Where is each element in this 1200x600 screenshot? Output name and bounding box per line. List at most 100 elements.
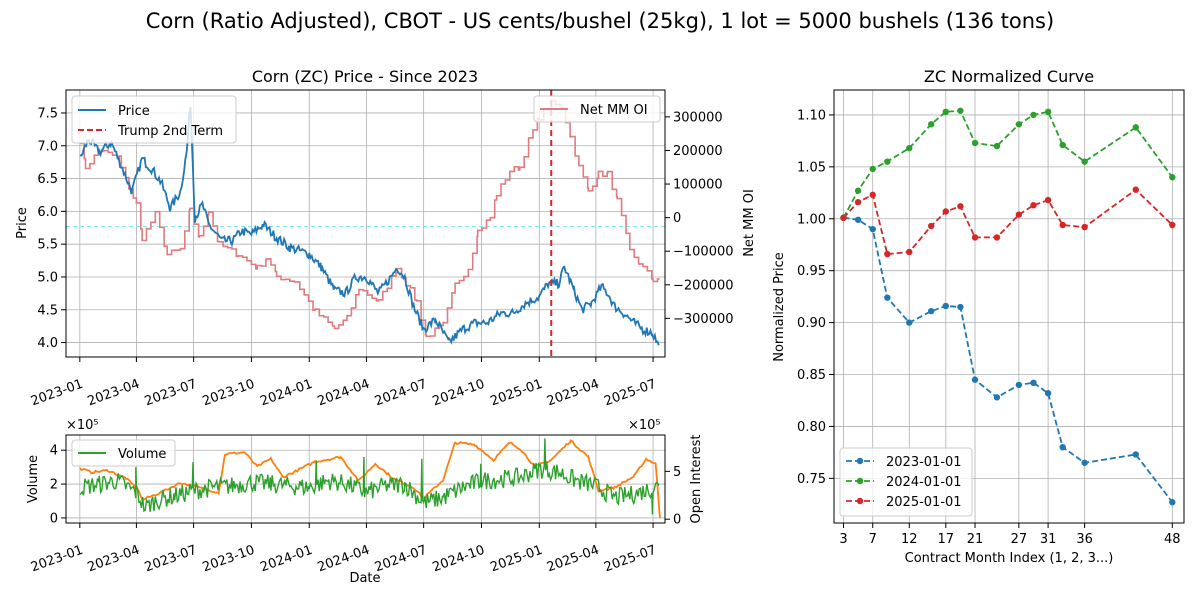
curve-point-2024-01-01 [1169, 174, 1176, 181]
price-chart: Corn (ZC) Price - Since 2023 2023-01 2023… [15, 67, 757, 409]
net-mm-y-tick-label: 300000 [673, 110, 723, 125]
price-x-tick-label: 2025-04 [545, 377, 601, 410]
price-x-ticks: 2023-01 2023-04 2023-07 2023-10 2024-01 2024-… [29, 357, 658, 409]
price-x-tick-label: 2025-01 [488, 377, 544, 410]
volume-axes-frame [65, 434, 666, 524]
price-x-tick-label: 2023-07 [143, 377, 199, 410]
legend-volume-label: Volume [118, 447, 166, 462]
price-x-tick-label: 2024-07 [373, 377, 429, 410]
curve-legend-entries: 2023-01-01 2024-01-01 2025-01-01 [846, 455, 962, 510]
net-mm-y-tick-label: −200000 [673, 278, 734, 293]
volume-x-tick-label: 2025-01 [488, 543, 544, 576]
legend-trump-label: Trump 2nd Term [117, 124, 223, 139]
curve-point-2023-01-01 [906, 319, 913, 326]
volume-y-tick-label: 4 [50, 444, 58, 459]
curve-point-2025-01-01 [884, 250, 891, 258]
curve-point-2024-01-01 [971, 139, 979, 147]
open-interest-multiplier: ×10⁵ [628, 418, 661, 433]
curve-legend-label: 2025-01-01 [886, 495, 962, 510]
curve-point-2025-01-01 [1044, 196, 1052, 204]
curve-point-2023-01-01 [1059, 443, 1066, 451]
volume-x-ticks: 2023-01 2023-04 2023-07 2023-10 2024-01 2024-… [29, 523, 658, 575]
figure-title: Corn (Ratio Adjusted), CBOT - US cents/b… [146, 9, 1054, 33]
curve-xlabel: Contract Month Index (1, 2, 3...) [905, 551, 1114, 566]
volume-multiplier: ×10⁵ [66, 418, 99, 433]
curve-point-2025-01-01 [1030, 202, 1037, 209]
price-x-tick-label: 2024-10 [431, 377, 487, 410]
curve-point-2024-01-01 [1015, 121, 1023, 128]
volume-x-tick-label: 2023-07 [143, 543, 199, 576]
curve-point-2024-01-01 [1059, 141, 1066, 149]
curve-point-2024-01-01 [993, 142, 1001, 150]
volume-xlabel: Date [349, 571, 380, 586]
curve-chart: ZC Normalized Curve 3 7 12 17 21 27 31 36 48 0.7… [772, 67, 1185, 566]
net-mm-y-tick-label: 100000 [673, 178, 723, 193]
curve-point-2024-01-01 [869, 165, 876, 173]
curve-point-2023-01-01 [1044, 390, 1052, 397]
curve-point-2025-01-01 [1169, 221, 1176, 229]
curve-point-2025-01-01 [971, 234, 979, 241]
curve-point-2023-01-01 [854, 216, 862, 223]
price-y-tick-label: 7.5 [37, 106, 58, 121]
price-y-tick-label: 6.0 [37, 205, 58, 220]
curve-y-tick-label: 0.75 [797, 472, 826, 487]
price-x-tick-label: 2024-04 [316, 377, 372, 410]
curve-x-tick-label: 48 [1164, 532, 1181, 547]
curve-point-2024-01-01 [884, 158, 891, 165]
curve-point-2025-01-01 [840, 214, 847, 221]
net-mm-legend: Net MM OI [533, 95, 661, 123]
curve-point-2023-01-01 [1030, 379, 1037, 387]
curve-axes-frame [833, 89, 1185, 524]
net-mm-ylabel: Net MM OI [742, 189, 757, 257]
curve-point-2025-01-01 [993, 234, 1001, 241]
curve-line-2024-01-01 [842, 109, 1174, 219]
curve-point-2024-01-01 [1132, 124, 1139, 131]
curve-legend-box [839, 447, 973, 517]
volume-y-tick-label: 2 [50, 478, 58, 493]
volume-ylabel: Volume [26, 455, 41, 503]
volume-x-tick-label: 2024-10 [431, 543, 487, 576]
curve-y-tick-label: 0.90 [797, 316, 826, 331]
curve-x-ticks: 3 7 12 17 21 27 31 36 48 [839, 523, 1181, 547]
net-mm-legend-box [533, 95, 661, 123]
curve-point-2025-01-01 [927, 222, 935, 230]
net-mm-y-tick-label: 200000 [673, 144, 723, 159]
curve-point-2025-01-01 [957, 203, 964, 210]
curve-point-2025-01-01 [1132, 186, 1139, 193]
curve-x-tick-label: 36 [1076, 532, 1093, 547]
net-mm-y-tick-label: 0 [673, 211, 681, 226]
curve-point-2024-01-01 [942, 108, 949, 116]
curve-legend-marker [856, 477, 864, 485]
curve-point-2023-01-01 [971, 376, 979, 383]
price-y-tick-label: 4.0 [37, 336, 58, 351]
price-ylabel: Price [15, 207, 30, 239]
price-x-tick-label: 2023-04 [86, 377, 142, 410]
volume-legend-box [71, 439, 176, 467]
open-interest-y-tick-label: 5 [673, 465, 681, 480]
curve-line-2025-01-01 [842, 188, 1173, 256]
curve-y-tick-label: 0.95 [797, 264, 826, 279]
legend-net-mm-label: Net MM OI [580, 103, 648, 118]
curve-x-tick-label: 27 [1011, 532, 1028, 547]
curve-x-tick-label: 21 [967, 532, 984, 547]
open-interest-ylabel: Open Interest [689, 435, 704, 524]
curve-point-2025-01-01 [906, 248, 913, 256]
curve-y-tick-label: 1.05 [797, 160, 826, 175]
price-line [79, 106, 660, 346]
curve-legend: 2023-01-01 2024-01-01 2025-01-01 [839, 447, 973, 517]
volume-x-tick-label: 2023-10 [201, 543, 257, 576]
price-legend-box [71, 95, 237, 144]
open-interest-line [79, 439, 661, 519]
curve-x-tick-label: 17 [938, 532, 955, 547]
curve-y-ticks: 0.75 0.80 0.85 0.90 0.95 1.00 1.05 1.10 [797, 108, 834, 487]
price-y-tick-label: 6.5 [37, 172, 58, 187]
volume-y-tick-label: 0 [50, 511, 58, 526]
curve-point-2023-01-01 [1169, 499, 1176, 506]
curve-point-2025-01-01 [1015, 211, 1023, 218]
curve-point-2025-01-01 [942, 208, 949, 215]
price-y-tick-label: 4.5 [37, 303, 58, 318]
curve-point-2024-01-01 [957, 107, 964, 114]
volume-y-ticks: 0 2 4 [50, 444, 66, 526]
price-x-tick-label: 2024-01 [258, 377, 314, 410]
curve-y-tick-label: 0.80 [797, 420, 826, 435]
